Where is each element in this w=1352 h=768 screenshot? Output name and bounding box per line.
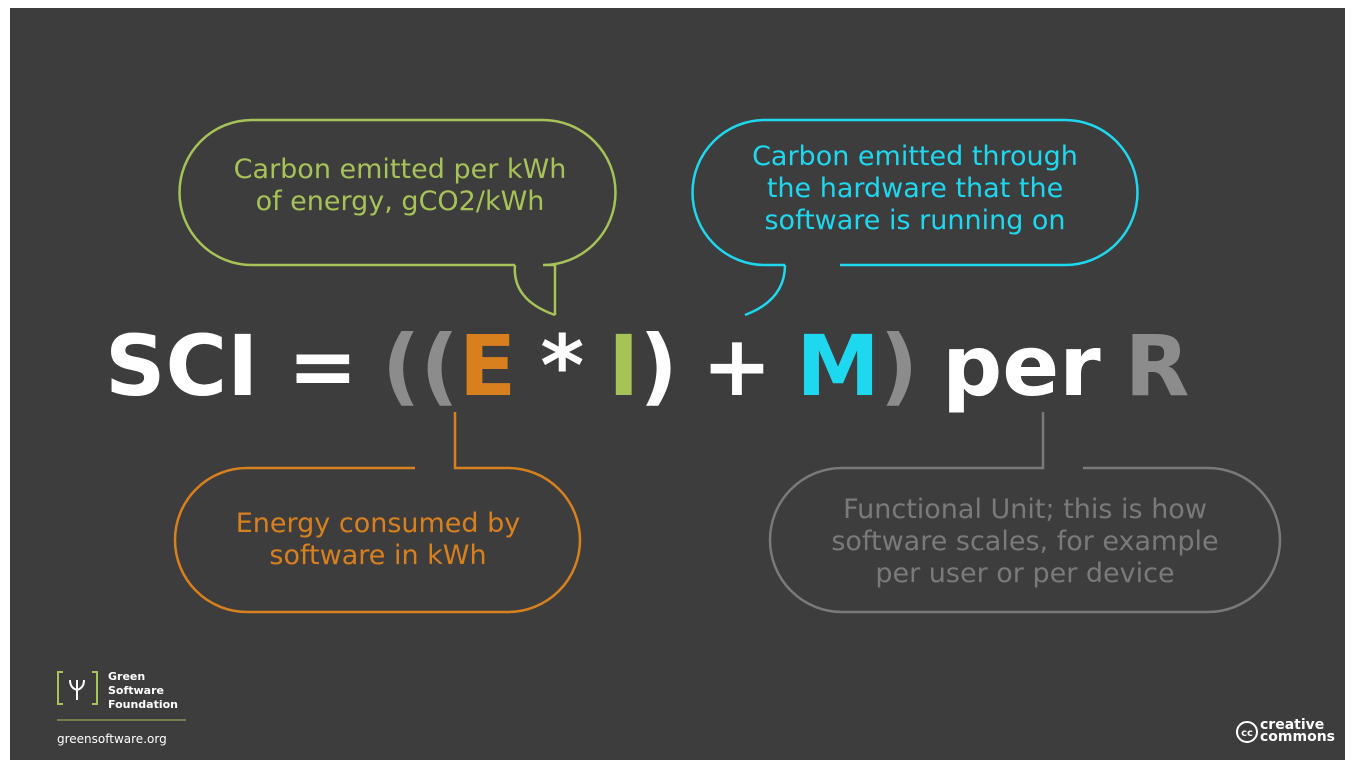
formula-part: ) (880, 317, 918, 415)
formula: SCI = ((E * I) + M) per R (105, 317, 1189, 415)
callout-text: software scales, for example (831, 526, 1218, 557)
bubble-tail (744, 264, 787, 317)
bubble-tail (513, 264, 557, 317)
license-text: commons (1260, 729, 1335, 745)
callout-text: software in kWh (269, 540, 486, 571)
logo-text: Foundation (108, 698, 178, 711)
logo-text: Green (108, 670, 145, 683)
callout-text: of energy, gCO2/kWh (256, 186, 545, 217)
formula-part: SCI = (105, 317, 358, 415)
formula-part: E (459, 317, 516, 415)
callout-text: software is running on (764, 205, 1065, 236)
cc-badge (1236, 721, 1258, 743)
logo-url: greensoftware.org (57, 732, 167, 746)
formula-part: I (608, 317, 639, 415)
bubble-outline (173, 412, 582, 614)
formula-part: M (796, 317, 880, 415)
cc-badge-text: cc (1241, 728, 1253, 739)
bubble-outline (691, 118, 1139, 267)
callout-text: Carbon emitted per kWh (234, 154, 567, 185)
formula-part: per (942, 317, 1101, 415)
callout-text: Energy consumed by (236, 508, 521, 539)
background (10, 8, 1345, 760)
license-text: creative (1260, 717, 1324, 733)
bubble-outline (768, 412, 1282, 614)
bubble-outline (178, 118, 617, 267)
callout-text: the hardware that the (767, 173, 1063, 204)
callout-text: Functional Unit; this is how (843, 494, 1207, 525)
formula-part: + (702, 317, 772, 415)
logo-text: Software (108, 684, 164, 697)
callout-text: per user or per device (875, 558, 1174, 589)
formula-part: (( (382, 317, 459, 415)
logo-icon (57, 671, 98, 705)
formula-part: ) (639, 317, 677, 415)
formula-text: SCI = ((E * I) + M) per R (105, 317, 1189, 415)
formula-part: * (540, 317, 584, 415)
formula-part: R (1125, 317, 1190, 415)
callout-text: Carbon emitted through (752, 141, 1078, 172)
